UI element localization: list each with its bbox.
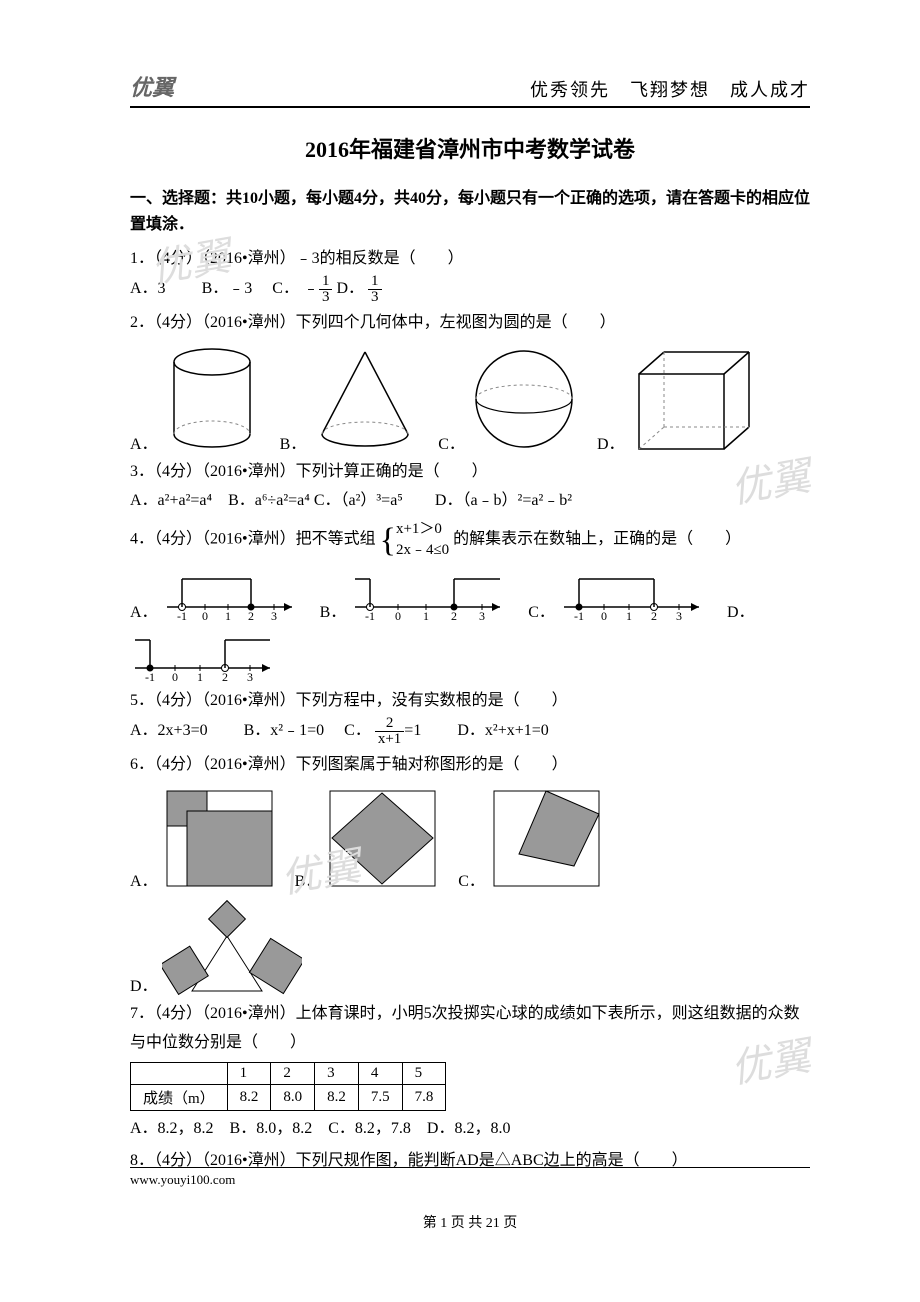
svg-text:0: 0: [601, 609, 607, 622]
question-6: 6．（4分）（2016•漳州）下列图案属于轴对称图形的是（ ）: [130, 751, 810, 780]
svg-text:-1: -1: [145, 670, 155, 683]
q5-a: A．2x+3=0: [130, 722, 208, 739]
svg-text:-1: -1: [574, 609, 584, 622]
q4-a-label: A．: [130, 598, 158, 622]
section-heading: 一、选择题：共10小题，每小题4分，共40分，每小题只有一个正确的选项，请在答题…: [130, 186, 810, 237]
pattern-a: [162, 786, 277, 891]
brace-icon: {: [380, 527, 396, 554]
q5-c-frac: 2x+1: [375, 716, 404, 747]
q4-case1: x+1＞0: [396, 521, 442, 537]
cone-icon: [310, 344, 420, 454]
svg-text:2: 2: [248, 609, 254, 622]
svg-text:1: 1: [225, 609, 231, 622]
q5-d: D．x²+x+1=0: [457, 722, 548, 739]
motto-text: 优秀领先 飞翔梦想 成人成才: [530, 76, 810, 102]
q1-c-frac: 13: [319, 274, 333, 305]
svg-text:3: 3: [479, 609, 485, 622]
svg-text:3: 3: [676, 609, 682, 622]
question-4: 4．（4分）（2016•漳州）把不等式组 { x+1＞0 2x﹣4≤0 的解集表…: [130, 519, 810, 561]
svg-text:2: 2: [451, 609, 457, 622]
q6-d-label: D．: [130, 972, 158, 996]
footer-url: www.youyi100.com: [130, 1172, 810, 1188]
question-2: 2．（4分）（2016•漳州）下列四个几何体中，左视图为圆的是（ ）: [130, 309, 810, 338]
page-number: 第 1 页 共 21 页: [130, 1212, 810, 1232]
th-4: 4: [358, 1062, 402, 1084]
th-2: 2: [271, 1062, 315, 1084]
question-3: 3．（4分）（2016•漳州）下列计算正确的是（ ） A．a²+a²=a⁴ B．…: [130, 458, 810, 516]
v4: 7.5: [358, 1084, 402, 1110]
page-title: 2016年福建省漳州市中考数学试卷: [130, 132, 810, 164]
numberline-d: -1 0 1 2 3: [130, 628, 280, 683]
q3-opts: A．a²+a²=a⁴ B．a⁶÷a²=a⁴ C．（a²）³=a⁵ D．（a﹣b）…: [130, 492, 572, 509]
q6-stem: 6．（4分）（2016•漳州）下列图案属于轴对称图形的是（ ）: [130, 756, 568, 773]
logo-text: 优翼: [130, 70, 174, 102]
v3: 8.2: [315, 1084, 359, 1110]
cube-icon: [629, 344, 759, 454]
q6-a-label: A．: [130, 867, 158, 891]
q4-b-label: B．: [320, 598, 347, 622]
q5-stem: 5．（4分）（2016•漳州）下列方程中，没有实数根的是（ ）: [130, 692, 568, 709]
svg-text:1: 1: [423, 609, 429, 622]
q2-options: A． B． C． D．: [130, 344, 810, 454]
svg-text:3: 3: [247, 670, 253, 683]
q2-b-label: B．: [280, 430, 307, 454]
q3-stem: 3．（4分）（2016•漳州）下列计算正确的是（ ）: [130, 463, 488, 480]
svg-text:1: 1: [197, 670, 203, 683]
svg-text:0: 0: [202, 609, 208, 622]
v1: 8.2: [227, 1084, 271, 1110]
q4-options: A． -1 0 1 2 3 B． -1 0 1 2 3: [130, 567, 810, 622]
page-footer: www.youyi100.com 第 1 页 共 21 页: [130, 1167, 810, 1232]
q6-options: A． B． C． D．: [130, 786, 810, 996]
q4-cases: { x+1＞0 2x﹣4≤0: [380, 519, 450, 561]
q7-opts: A．8.2，8.2 B．8.0，8.2 C．8.2，7.8 D．8.2，8.0: [130, 1115, 810, 1144]
svg-text:3: 3: [271, 609, 277, 622]
q1-stem: 1．（4分）（2016•漳州）﹣3的相反数是（ ）: [130, 250, 464, 267]
question-1: 1．（4分）（2016•漳州）﹣3的相反数是（ ） A．3 B．﹣3 C． ﹣1…: [130, 245, 810, 305]
q4-c-label: C．: [528, 598, 555, 622]
q7-stem: 7．（4分）（2016•漳州）上体育课时，小明5次投掷实心球的成绩如下表所示，则…: [130, 1005, 800, 1051]
svg-text:0: 0: [172, 670, 178, 683]
q7-table: 1 2 3 4 5 成绩（m） 8.2 8.0 8.2 7.5 7.8: [130, 1062, 446, 1111]
q1-opt-c-label: C．: [272, 280, 299, 297]
q5-c-post: =1: [404, 722, 421, 739]
q6-c-label: C．: [458, 867, 485, 891]
q1-opt-a: A．3: [130, 280, 166, 297]
sphere-icon: [469, 344, 579, 454]
numberline-a: -1 0 1 2 3: [162, 567, 302, 622]
q2-a-label: A．: [130, 430, 158, 454]
q1-d-frac: 13: [368, 274, 382, 305]
th-3: 3: [315, 1062, 359, 1084]
svg-text:1: 1: [626, 609, 632, 622]
pattern-c: [489, 786, 604, 891]
q5-b: B．x²﹣1=0: [244, 722, 325, 739]
v2: 8.0: [271, 1084, 315, 1110]
numberline-c: -1 0 1 2 3: [559, 567, 709, 622]
pattern-b: [325, 786, 440, 891]
q2-d-label: D．: [597, 430, 625, 454]
v5: 7.8: [402, 1084, 446, 1110]
numberline-b: -1 0 1 2 3: [350, 567, 510, 622]
q5-c-label: C．: [344, 722, 371, 739]
page-header: 优翼 优秀领先 飞翔梦想 成人成才: [130, 70, 810, 108]
q1-opt-d-label: D．: [336, 280, 364, 297]
question-5: 5．（4分）（2016•漳州）下列方程中，没有实数根的是（ ） A．2x+3=0…: [130, 687, 810, 747]
q2-c-label: C．: [438, 430, 465, 454]
q6-b-label: B．: [295, 867, 322, 891]
q1-c-prefix: ﹣: [303, 280, 319, 297]
q1-opt-b: B．﹣3: [202, 280, 253, 297]
svg-text:0: 0: [395, 609, 401, 622]
q4-case2: 2x﹣4≤0: [396, 542, 449, 558]
q4-option-d-row: -1 0 1 2 3: [130, 628, 810, 683]
q4-d-label: D．: [727, 598, 755, 622]
cylinder-icon: [162, 344, 262, 454]
q2-stem: 2．（4分）（2016•漳州）下列四个几何体中，左视图为圆的是（ ）: [130, 314, 616, 331]
th-1: 1: [227, 1062, 271, 1084]
question-7: 7．（4分）（2016•漳州）上体育课时，小明5次投掷实心球的成绩如下表所示，则…: [130, 1000, 810, 1058]
pattern-d: [162, 891, 302, 996]
q4-stem-post: 的解集表示在数轴上，正确的是（ ）: [453, 531, 741, 548]
q4-stem-pre: 4．（4分）（2016•漳州）把不等式组: [130, 531, 376, 548]
row-label: 成绩（m）: [131, 1084, 228, 1110]
th-blank: [131, 1062, 228, 1084]
th-5: 5: [402, 1062, 446, 1084]
